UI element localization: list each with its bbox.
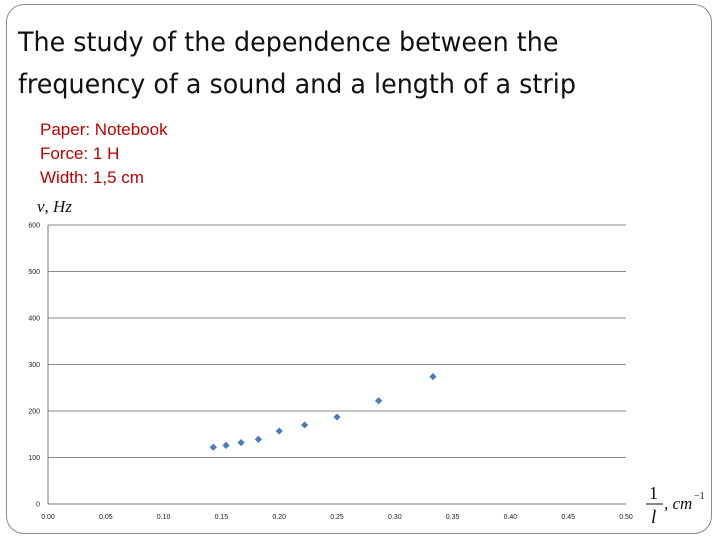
y-tick-label: 600: [28, 223, 40, 230]
param-paper: Paper: Notebook: [40, 120, 168, 139]
y-tick-label: 100: [28, 455, 40, 462]
x-tick-label: 0.35: [446, 514, 460, 521]
x-axis-exponent: −1: [694, 491, 705, 502]
data-point: [275, 427, 283, 435]
title-line-2: frequency of a sound and a length of a s…: [18, 69, 576, 100]
experiment-params: Paper: Notebook Force: 1 H Width: 1,5 cm: [40, 118, 168, 190]
x-tick-label: 0.20: [272, 514, 286, 521]
param-force: Force: 1 H: [40, 144, 120, 163]
y-tick-label: 200: [28, 409, 40, 416]
y-axis-symbol: ν: [37, 197, 45, 216]
x-tick-label: 0.40: [504, 514, 518, 521]
y-tick-label: 0: [36, 502, 40, 509]
data-point: [333, 413, 341, 421]
y-tick-labels: 0 100 200 300 400 500 600: [28, 223, 40, 509]
data-point: [254, 435, 262, 443]
x-tick-label: 0.50: [619, 514, 633, 521]
data-point: [209, 443, 217, 451]
x-tick-label: 0.25: [330, 514, 344, 521]
x-axis-unit: , cm: [664, 494, 692, 513]
x-tick-labels: 0.00 0.05 0.10 0.15 0.20 0.25 0.30 0.35 0.40 0.45…: [41, 514, 633, 521]
x-axis-label: 1 l , cm −1: [646, 483, 705, 528]
x-tick-label: 0.30: [388, 514, 402, 521]
slide-title: The study of the dependence between the …: [18, 22, 667, 106]
title-line-1: The study of the dependence between the: [18, 27, 559, 58]
data-point: [429, 372, 437, 381]
y-tick-label: 400: [28, 316, 40, 323]
axis-layer: [47, 225, 626, 505]
x-tick-label: 0.45: [561, 514, 575, 521]
slide-frame: [6, 4, 712, 534]
x-tick-label: 0.00: [41, 514, 55, 521]
data-point: [237, 439, 245, 447]
y-tick-label: 500: [28, 269, 40, 276]
param-width: Width: 1,5 cm: [40, 168, 144, 187]
y-axis-unit: , Hz: [45, 197, 73, 216]
grid-layer: [48, 224, 626, 458]
y-tick-label: 300: [28, 362, 40, 369]
y-axis-label: ν, Hz: [37, 197, 72, 216]
x-axis-numerator: 1: [649, 483, 658, 503]
data-points: [209, 372, 437, 451]
x-axis-denominator: l: [651, 507, 656, 528]
data-point: [375, 397, 383, 405]
x-tick-label: 0.15: [215, 514, 229, 521]
x-tick-label: 0.10: [157, 514, 171, 521]
data-point: [222, 441, 230, 450]
data-point: [301, 421, 309, 429]
x-tick-label: 0.05: [99, 514, 113, 521]
